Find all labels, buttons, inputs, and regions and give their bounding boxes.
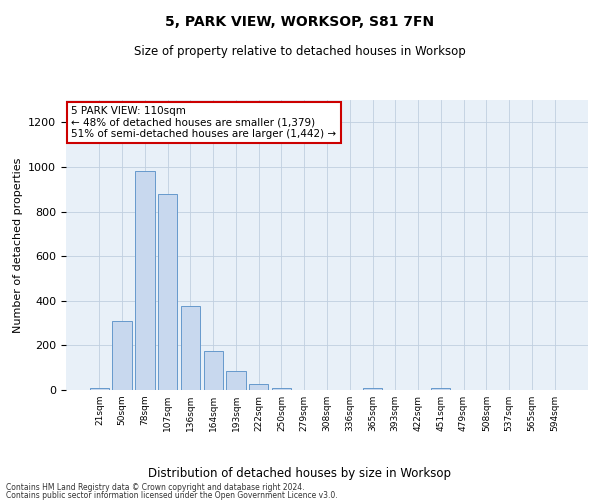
- Bar: [181, 306, 200, 390]
- Bar: [431, 388, 451, 390]
- Bar: [90, 388, 109, 390]
- Text: 5 PARK VIEW: 110sqm
← 48% of detached houses are smaller (1,379)
51% of semi-det: 5 PARK VIEW: 110sqm ← 48% of detached ho…: [71, 106, 337, 139]
- Bar: [112, 321, 132, 390]
- Text: Contains HM Land Registry data © Crown copyright and database right 2024.: Contains HM Land Registry data © Crown c…: [6, 482, 305, 492]
- Bar: [203, 351, 223, 390]
- Y-axis label: Number of detached properties: Number of detached properties: [13, 158, 23, 332]
- Text: 5, PARK VIEW, WORKSOP, S81 7FN: 5, PARK VIEW, WORKSOP, S81 7FN: [166, 15, 434, 29]
- Bar: [249, 384, 268, 390]
- Bar: [363, 388, 382, 390]
- Bar: [135, 172, 155, 390]
- Bar: [226, 371, 245, 390]
- Text: Size of property relative to detached houses in Worksop: Size of property relative to detached ho…: [134, 45, 466, 58]
- Bar: [272, 388, 291, 390]
- Text: Distribution of detached houses by size in Worksop: Distribution of detached houses by size …: [149, 468, 452, 480]
- Text: Contains public sector information licensed under the Open Government Licence v3: Contains public sector information licen…: [6, 491, 338, 500]
- Bar: [158, 194, 178, 390]
